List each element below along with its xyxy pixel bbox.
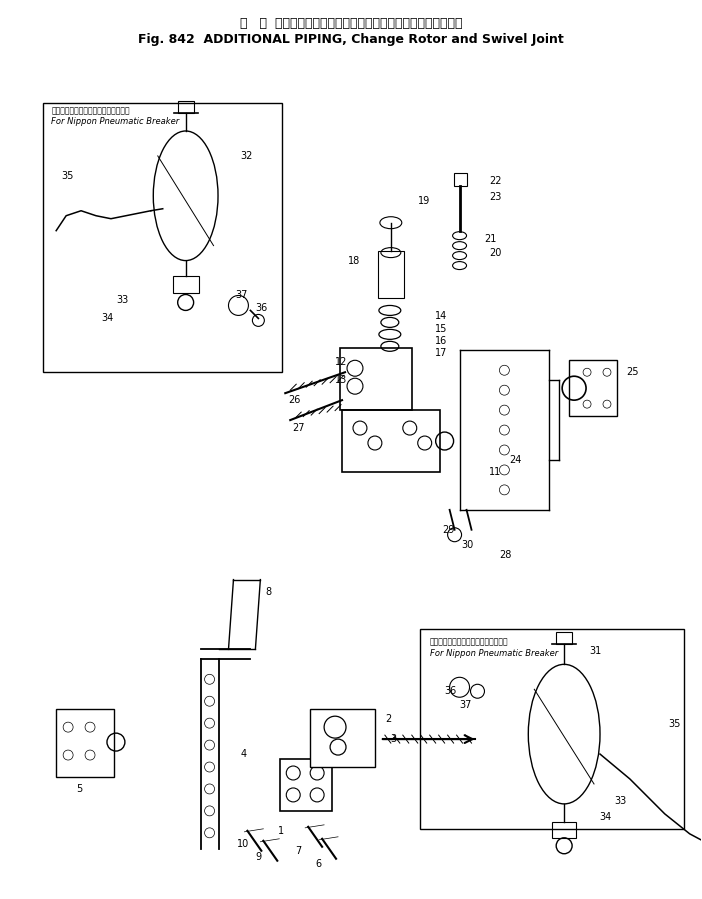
Text: 増   設  パイピング、チェンジロータおよびスイベルジョイント: 増 設 パイピング、チェンジロータおよびスイベルジョイント <box>240 17 462 31</box>
Text: 7: 7 <box>296 846 301 856</box>
Text: 18: 18 <box>348 255 360 265</box>
Text: 31: 31 <box>589 646 602 656</box>
Text: 14: 14 <box>435 311 447 322</box>
Text: 21: 21 <box>484 234 497 244</box>
Text: 4: 4 <box>241 749 246 759</box>
Text: 5: 5 <box>76 784 82 794</box>
Text: 20: 20 <box>489 247 502 258</box>
Text: 3: 3 <box>390 734 396 744</box>
Bar <box>340 348 412 410</box>
Text: 日本ニューマチック製ブレーカ識別用: 日本ニューマチック製ブレーカ識別用 <box>430 636 508 645</box>
Text: For Nippon Pneumatic Breaker: For Nippon Pneumatic Breaker <box>430 649 558 658</box>
Text: 28: 28 <box>499 549 512 560</box>
Bar <box>280 759 332 811</box>
Text: 33: 33 <box>614 796 626 806</box>
Bar <box>178 101 194 113</box>
Bar <box>173 275 199 293</box>
Text: For Nippon Pneumatic Breaker: For Nippon Pneumatic Breaker <box>51 117 180 126</box>
Text: 17: 17 <box>435 348 447 359</box>
Text: 23: 23 <box>489 191 502 201</box>
Text: 11: 11 <box>489 467 502 477</box>
Text: 2: 2 <box>385 714 391 725</box>
Text: 32: 32 <box>241 151 253 161</box>
Text: 12: 12 <box>335 357 347 368</box>
Text: 1: 1 <box>278 826 284 836</box>
Text: 34: 34 <box>101 314 113 324</box>
Text: 34: 34 <box>599 812 611 822</box>
Text: 35: 35 <box>61 171 74 181</box>
Text: 25: 25 <box>626 367 638 378</box>
Text: 37: 37 <box>460 700 472 710</box>
Text: 16: 16 <box>435 336 447 346</box>
Bar <box>44 103 282 372</box>
Text: 36: 36 <box>444 686 457 696</box>
Bar <box>378 251 404 298</box>
Text: 27: 27 <box>292 423 305 433</box>
Text: 24: 24 <box>510 455 522 465</box>
Text: 29: 29 <box>443 525 455 535</box>
Text: 22: 22 <box>489 176 502 186</box>
Bar <box>569 360 617 416</box>
Text: 30: 30 <box>461 539 474 549</box>
Bar <box>310 709 375 767</box>
Text: 37: 37 <box>235 290 248 300</box>
Bar <box>56 709 114 777</box>
Text: Fig. 842  ADDITIONAL PIPING, Change Rotor and Swivel Joint: Fig. 842 ADDITIONAL PIPING, Change Rotor… <box>138 33 564 46</box>
Text: 6: 6 <box>315 859 322 868</box>
Bar <box>420 629 684 829</box>
Bar <box>453 173 467 186</box>
Text: 19: 19 <box>418 196 430 206</box>
Text: 15: 15 <box>435 325 447 334</box>
Text: 13: 13 <box>335 375 347 385</box>
Text: 33: 33 <box>116 296 128 306</box>
Text: 26: 26 <box>289 396 300 405</box>
Text: 日本ニューマチック製ブレーカ識別用: 日本ニューマチック製ブレーカ識別用 <box>51 107 130 116</box>
Bar <box>342 410 439 472</box>
Text: 10: 10 <box>237 839 250 849</box>
Text: 35: 35 <box>669 719 681 729</box>
Bar <box>552 822 576 838</box>
Text: 36: 36 <box>256 304 267 314</box>
Bar <box>556 632 572 645</box>
Text: 8: 8 <box>265 586 272 597</box>
Text: 9: 9 <box>256 851 262 862</box>
